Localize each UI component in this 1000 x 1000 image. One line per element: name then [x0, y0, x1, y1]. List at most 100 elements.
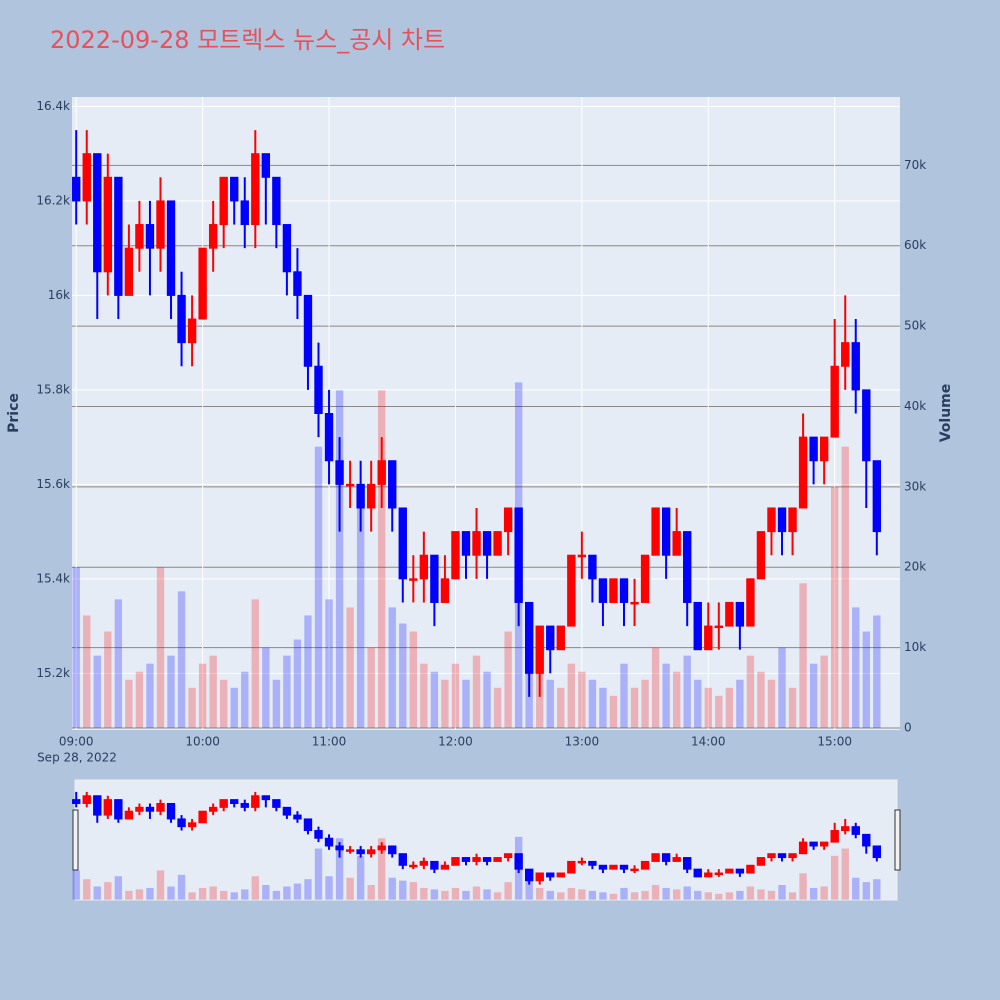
slider-candle-body: [324, 837, 334, 847]
x-tick-label: 11:00: [312, 735, 347, 749]
volume-bar: [420, 663, 428, 728]
slider-handle-left[interactable]: [72, 809, 79, 871]
volume-bar: [567, 663, 576, 728]
candle-body: [261, 153, 271, 178]
slider-candle-body: [293, 814, 302, 820]
candle-body: [514, 507, 523, 603]
volume-bar: [104, 631, 112, 728]
candle-body: [851, 342, 860, 391]
volume-bar: [841, 446, 849, 728]
candle-body: [135, 224, 144, 249]
slider-volume-bar: [725, 892, 734, 900]
slider-candle-body: [661, 853, 671, 862]
slider-candle-body: [841, 826, 850, 832]
candle-body: [556, 625, 565, 651]
slider-candle-body: [135, 806, 144, 812]
x-tick-label: 15:00: [817, 735, 852, 749]
slider-candle-body: [672, 857, 681, 862]
candle-body: [114, 176, 123, 296]
volume-bar: [493, 687, 502, 728]
slider-candle-body: [356, 849, 365, 855]
slider-volume-bar: [441, 890, 449, 900]
slider-candle-body: [725, 868, 734, 874]
slider-volume-bar: [451, 887, 460, 900]
volume-bar: [778, 647, 786, 728]
slider-candle-body: [525, 868, 534, 882]
volume-bar: [293, 639, 302, 728]
slider-candle-body: [430, 860, 439, 870]
slider-volume-bar: [272, 890, 281, 900]
slider-volume-bar: [346, 877, 354, 900]
slider-candle-body: [219, 799, 228, 808]
candle-body: [198, 247, 207, 320]
slider-candle-body: [124, 810, 134, 820]
slider-candle-body: [251, 795, 260, 808]
slider-handle-right[interactable]: [894, 809, 901, 871]
slider-volume-bar: [399, 880, 407, 900]
volume-bar: [251, 599, 259, 728]
candle-body: [293, 271, 302, 296]
slider-candle-body: [198, 810, 207, 824]
slider-candle-body: [114, 799, 123, 820]
slider-candle-body: [177, 818, 186, 828]
volume-bar: [715, 695, 723, 728]
range-slider[interactable]: [74, 779, 898, 901]
slider-candle-body: [683, 857, 692, 870]
candle-body: [409, 578, 418, 581]
slider-candle-body: [546, 872, 555, 878]
volume-bar: [230, 687, 238, 728]
y-tick-label: 16.2k: [36, 193, 70, 207]
slider-volume-bar: [852, 877, 860, 900]
slider-candle-body: [230, 799, 239, 804]
volume-bar: [557, 687, 565, 728]
slider-volume-bar: [462, 890, 470, 900]
volume-bar: [272, 679, 281, 728]
volume-bar: [135, 671, 144, 728]
candle-body: [577, 554, 587, 558]
slider-candle-body: [388, 845, 397, 855]
slider-volume-bar: [314, 848, 323, 900]
candle-body: [388, 460, 397, 509]
candle-body: [72, 176, 81, 202]
slider-candle-body: [282, 806, 292, 816]
slider-volume-bar: [83, 879, 91, 900]
slider-volume-bar: [704, 892, 712, 900]
slider-candle-body: [830, 830, 839, 843]
volume-bar: [378, 390, 386, 728]
slider-volume-bar: [167, 886, 175, 900]
slider-volume-bar: [609, 893, 618, 900]
volume-bar: [683, 655, 691, 728]
slider-candle-body: [440, 864, 450, 870]
slider-candle-body: [819, 841, 829, 847]
candle-body: [219, 176, 228, 226]
y-axis-title: Price: [6, 393, 22, 433]
volume-bar: [167, 655, 175, 728]
slider-candle-body: [809, 841, 818, 847]
volume-bar: [188, 687, 196, 728]
candle-body: [335, 460, 344, 485]
slider-volume-bar: [114, 876, 123, 900]
slider-volume-bar: [546, 890, 554, 900]
candle-body: [788, 507, 797, 533]
candle-body: [746, 578, 755, 627]
volume-bar: [767, 679, 776, 728]
slider-volume-bar: [694, 890, 702, 900]
volume-bar: [725, 687, 734, 728]
candle-body: [493, 531, 502, 556]
volume-bar: [651, 647, 660, 728]
slider-candle-body: [767, 853, 776, 859]
volume-bar: [409, 631, 417, 728]
volume-bar: [314, 446, 323, 728]
candle-body: [377, 460, 386, 485]
slider-volume-bar: [378, 838, 386, 900]
slider-candle-body: [493, 857, 502, 862]
y-tick-label: 16k: [48, 288, 70, 302]
candle-body: [809, 436, 818, 462]
y2-tick-label: 40k: [904, 399, 926, 413]
slider-volume-bar: [483, 889, 491, 900]
volume-bar: [609, 695, 618, 728]
candle-body: [862, 389, 871, 462]
slider-volume-bar: [641, 890, 649, 900]
candle-body: [767, 507, 776, 533]
slider-candle-body: [735, 868, 745, 874]
